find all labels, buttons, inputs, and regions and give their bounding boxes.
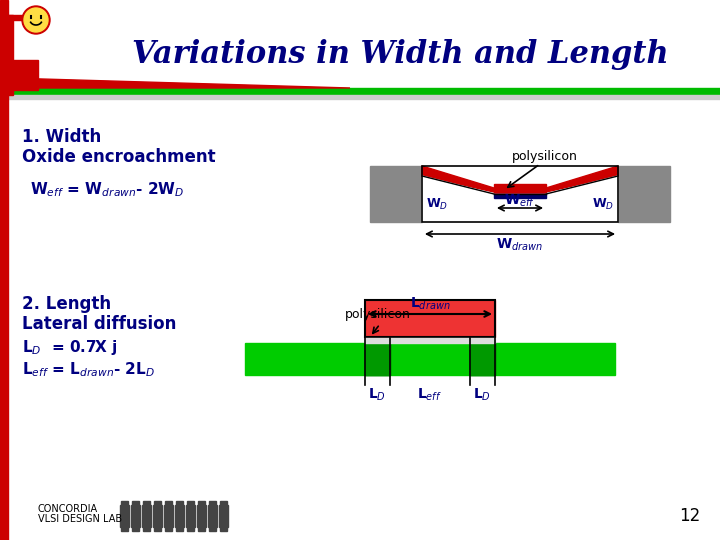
Bar — [219, 505, 228, 527]
Bar — [0, 88, 720, 95]
Text: polysilicon: polysilicon — [512, 150, 578, 163]
Bar — [120, 505, 129, 527]
Bar — [209, 527, 216, 531]
Bar — [165, 501, 172, 505]
Bar — [470, 343, 495, 375]
Text: W$_{eff}$ = W$_{drawn}$- 2W$_{D}$: W$_{eff}$ = W$_{drawn}$- 2W$_{D}$ — [30, 180, 184, 199]
Bar — [154, 527, 161, 531]
Text: Lateral diffusion: Lateral diffusion — [22, 315, 176, 333]
Bar — [143, 501, 150, 505]
Text: 1. Width: 1. Width — [22, 128, 102, 146]
Bar — [142, 505, 151, 527]
Text: 12: 12 — [679, 507, 700, 525]
Bar — [131, 505, 140, 527]
Bar — [0, 95, 720, 99]
Bar — [143, 527, 150, 531]
Bar — [176, 527, 183, 531]
Text: Variations in Width and Length: Variations in Width and Length — [132, 39, 668, 71]
Circle shape — [24, 8, 48, 32]
Text: L$_{eff}$ = L$_{drawn}$- 2L$_{D}$: L$_{eff}$ = L$_{drawn}$- 2L$_{D}$ — [22, 360, 155, 379]
Text: CONCORDIA: CONCORDIA — [38, 504, 98, 514]
Bar — [164, 505, 173, 527]
Bar — [365, 300, 495, 337]
Bar — [494, 194, 546, 222]
Text: L$_{D}$  = 0.7X j: L$_{D}$ = 0.7X j — [22, 338, 117, 357]
Text: W$_{eff}$: W$_{eff}$ — [504, 193, 536, 209]
Text: L$_{D}$: L$_{D}$ — [369, 387, 387, 403]
Bar — [245, 343, 615, 375]
Text: W$_{D}$: W$_{D}$ — [426, 197, 449, 212]
Polygon shape — [546, 176, 618, 222]
Bar — [494, 194, 546, 198]
Text: W$_{D}$: W$_{D}$ — [592, 197, 614, 212]
Bar — [470, 343, 495, 375]
Bar — [132, 527, 139, 531]
Polygon shape — [8, 78, 350, 88]
Bar — [198, 501, 205, 505]
Text: VLSI DESIGN LAB: VLSI DESIGN LAB — [38, 514, 122, 524]
Bar — [198, 527, 205, 531]
Bar — [176, 501, 183, 505]
Bar — [175, 505, 184, 527]
Bar — [8, 60, 38, 90]
Bar — [197, 505, 206, 527]
Bar — [165, 527, 172, 531]
Polygon shape — [422, 176, 494, 222]
Bar — [220, 527, 227, 531]
Text: 2. Length: 2. Length — [22, 295, 111, 313]
Bar — [0, 0, 8, 540]
Bar — [132, 501, 139, 505]
Polygon shape — [422, 166, 494, 192]
Polygon shape — [546, 166, 618, 192]
Bar — [494, 184, 546, 196]
Bar — [365, 338, 495, 343]
Bar — [365, 343, 390, 375]
Bar — [370, 166, 422, 222]
Text: L$_{eff}$: L$_{eff}$ — [418, 387, 443, 403]
Bar — [365, 300, 495, 337]
Bar — [154, 501, 161, 505]
Bar — [8, 15, 13, 95]
Text: Oxide encroachment: Oxide encroachment — [22, 148, 215, 166]
Bar — [209, 501, 216, 505]
Bar — [8, 15, 36, 20]
Bar — [365, 343, 390, 375]
Bar — [220, 501, 227, 505]
Text: W$_{drawn}$: W$_{drawn}$ — [497, 237, 544, 253]
Bar — [121, 527, 128, 531]
Bar — [153, 505, 162, 527]
Bar — [208, 505, 217, 527]
Bar — [187, 527, 194, 531]
Bar — [186, 505, 195, 527]
Circle shape — [22, 6, 50, 34]
Text: L$_{D}$: L$_{D}$ — [474, 387, 492, 403]
Bar — [187, 501, 194, 505]
Text: L$_{drawn}$: L$_{drawn}$ — [410, 295, 450, 312]
Text: polysilicon: polysilicon — [345, 308, 411, 321]
Bar — [618, 166, 670, 222]
Bar — [121, 501, 128, 505]
